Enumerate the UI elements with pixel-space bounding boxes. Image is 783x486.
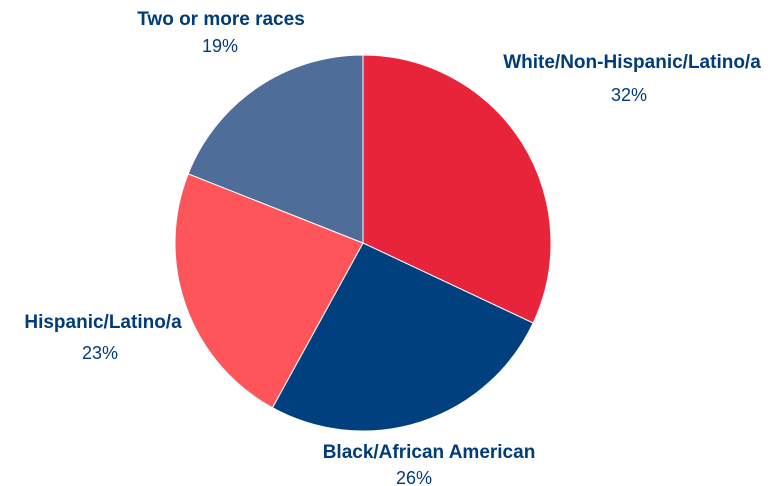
slice-label-black: Black/African American 26% bbox=[323, 442, 536, 486]
slice-name-white: White/Non-Hispanic/Latino/a bbox=[503, 52, 761, 73]
slice-name-hispanic: Hispanic/Latino/a bbox=[24, 312, 182, 333]
slice-name-black: Black/African American bbox=[323, 442, 536, 463]
pie-slices bbox=[174, 54, 552, 432]
pie-slice-two-or-more bbox=[187, 54, 364, 244]
slice-label-white: White/Non-Hispanic/Latino/a 32% bbox=[503, 52, 761, 105]
slice-label-hispanic: Hispanic/Latino/a 23% bbox=[24, 312, 182, 363]
slice-percent-black: 26% bbox=[396, 468, 432, 486]
slice-percent-hispanic: 23% bbox=[82, 343, 118, 363]
pie-slice-hispanic bbox=[174, 173, 364, 409]
pie-slice-white bbox=[362, 54, 552, 324]
slice-percent-white: 32% bbox=[611, 85, 647, 105]
slice-percent-two-or-more: 19% bbox=[202, 36, 238, 56]
slice-name-two-or-more: Two or more races bbox=[137, 9, 305, 30]
slice-label-two-or-more: Two or more races 19% bbox=[137, 9, 305, 56]
